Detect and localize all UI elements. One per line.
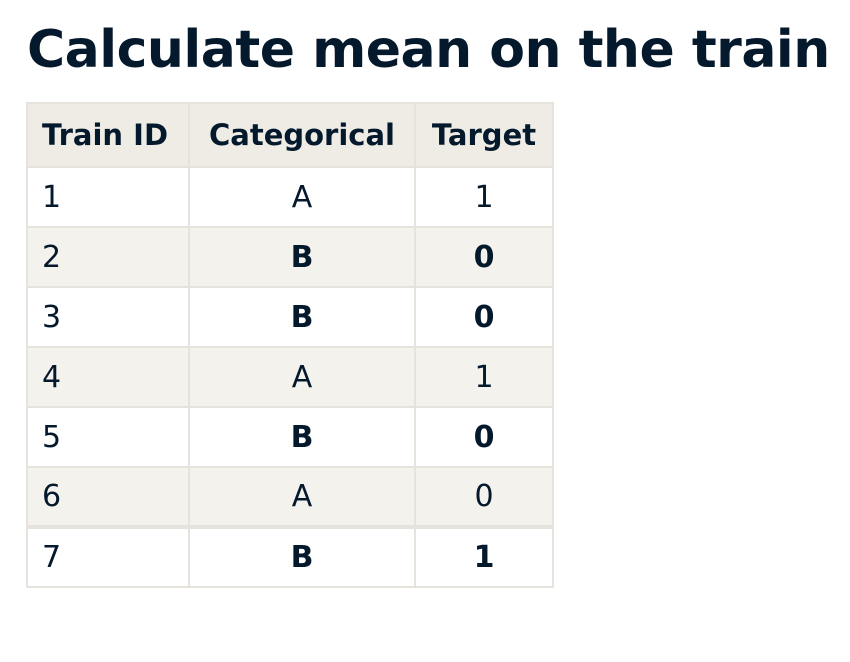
header-target: Target xyxy=(414,102,554,168)
table-row: 4 A 1 xyxy=(26,346,554,408)
cell-target: 0 xyxy=(414,406,554,468)
table-row: 3 B 0 xyxy=(26,286,554,348)
cell-train-id: 6 xyxy=(26,466,190,528)
cell-target: 1 xyxy=(414,166,554,228)
table-row: 7 B 1 xyxy=(26,525,554,588)
cell-train-id: 7 xyxy=(26,525,190,588)
cell-train-id: 4 xyxy=(26,346,190,408)
cell-categorical: B xyxy=(188,406,416,468)
table-row: 6 A 0 xyxy=(26,466,554,528)
cell-train-id: 2 xyxy=(26,226,190,288)
cell-train-id: 1 xyxy=(26,166,190,228)
header-train-id: Train ID xyxy=(26,102,190,168)
cell-categorical: B xyxy=(188,286,416,348)
cell-categorical: B xyxy=(188,226,416,288)
cell-train-id: 5 xyxy=(26,406,190,468)
cell-target: 0 xyxy=(414,286,554,348)
cell-target: 1 xyxy=(414,346,554,408)
page-title: Calculate mean on the train xyxy=(27,20,830,80)
cell-categorical: B xyxy=(188,525,416,588)
cell-target: 0 xyxy=(414,226,554,288)
header-categorical: Categorical xyxy=(188,102,416,168)
cell-train-id: 3 xyxy=(26,286,190,348)
data-table: Train ID Categorical Target 1 A 1 2 B 0 … xyxy=(26,102,554,588)
cell-target: 1 xyxy=(414,525,554,588)
table-header-row: Train ID Categorical Target xyxy=(26,102,554,168)
table-row: 2 B 0 xyxy=(26,226,554,288)
table-row: 5 B 0 xyxy=(26,406,554,468)
cell-categorical: A xyxy=(188,346,416,408)
cell-categorical: A xyxy=(188,466,416,528)
cell-categorical: A xyxy=(188,166,416,228)
cell-target: 0 xyxy=(414,466,554,528)
table-row: 1 A 1 xyxy=(26,166,554,228)
